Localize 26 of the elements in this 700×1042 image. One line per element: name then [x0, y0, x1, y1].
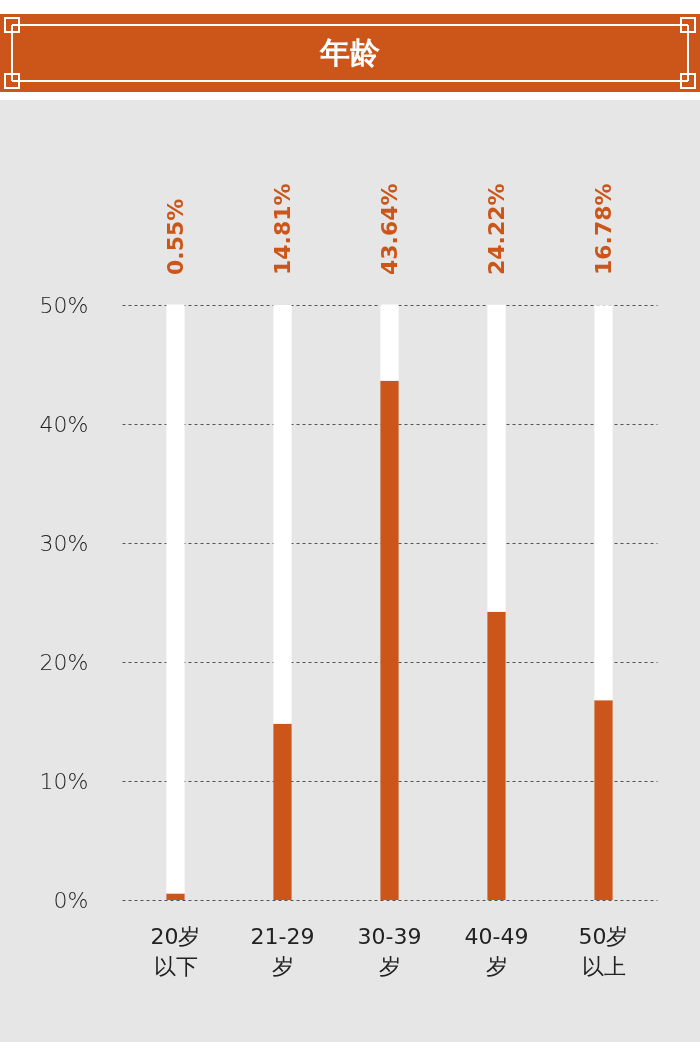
bar [380, 380, 399, 900]
y-tick-label: 50% [39, 292, 89, 318]
data-label: 24.22% [483, 183, 509, 275]
bar [380, 304, 399, 381]
data-label: 43.64% [376, 183, 402, 275]
x-tick-label: 30-39岁 [357, 923, 422, 979]
y-tick-label: 30% [39, 530, 89, 556]
bar [273, 304, 292, 724]
bar [594, 700, 613, 900]
bar [487, 611, 506, 900]
data-label: 0.55% [162, 198, 188, 275]
bar [273, 723, 292, 900]
x-tick-label: 21-29岁 [250, 923, 315, 979]
x-tick-label: 20岁以下 [150, 923, 201, 979]
y-tick-label: 20% [39, 649, 89, 675]
bar [487, 304, 506, 612]
data-label: 14.81% [269, 183, 295, 275]
data-label: 16.78% [590, 183, 616, 275]
y-tick-label: 40% [39, 411, 89, 437]
y-tick-label: 0% [53, 887, 89, 913]
x-tick-label: 40-49岁 [464, 923, 529, 979]
x-tick-label: 50岁以上 [578, 923, 629, 979]
y-tick-label: 10% [39, 768, 89, 794]
bar [166, 304, 185, 894]
bar [166, 893, 185, 900]
bar [594, 305, 613, 701]
